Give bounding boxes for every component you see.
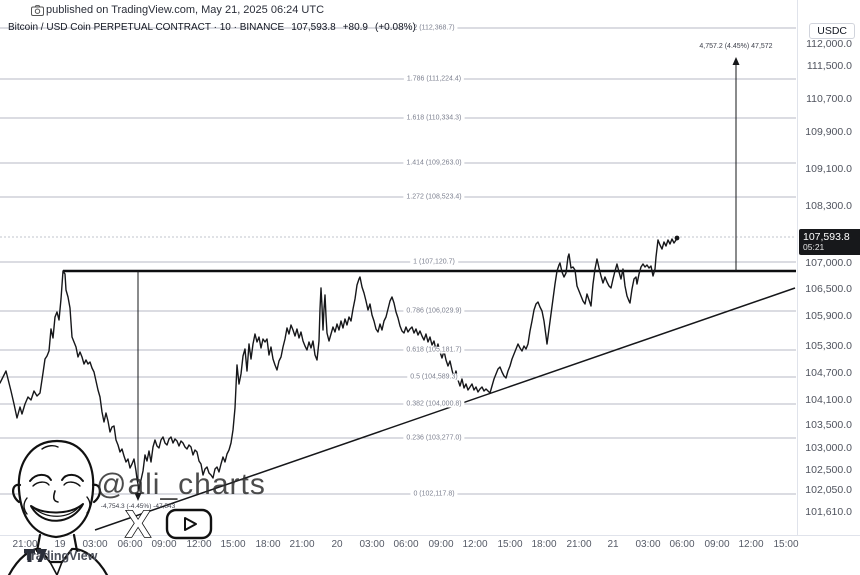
symbol-change: +80.9 xyxy=(342,22,368,33)
measure-down-label: -4,754.3 (-4.45%) -47,543 xyxy=(100,503,176,510)
last-price-value: 107,593.8 xyxy=(803,231,850,243)
measure-down-arrowhead xyxy=(134,493,142,501)
published-line: published on TradingView.com, May 21, 20… xyxy=(46,4,325,16)
watermark-handle: @ali_charts xyxy=(96,468,266,501)
last-price-dot xyxy=(674,235,680,241)
measure-up-label: 4,757.2 (4.45%) 47,572 xyxy=(699,43,773,50)
camera-icon xyxy=(31,5,44,16)
symbol-title-row: Bitcoin / USD Coin PERPETUAL CONTRACT · … xyxy=(8,22,423,33)
symbol-title[interactable]: Bitcoin / USD Coin PERPETUAL CONTRACT · … xyxy=(8,22,285,33)
symbol-change-pct: (+0.08%) xyxy=(375,22,416,33)
last-price-badge: 107,593.8 05:21 xyxy=(799,229,860,255)
bar-countdown: 05:21 xyxy=(803,242,825,253)
time-scale[interactable] xyxy=(0,535,860,575)
tradingview-logo[interactable]: TradingView xyxy=(24,549,97,563)
tradingview-logo-icon xyxy=(24,549,47,562)
youtube-icon xyxy=(165,508,213,540)
x-logo-icon: X xyxy=(125,503,153,547)
currency-toggle[interactable]: USDC xyxy=(809,23,855,39)
face-watermark xyxy=(7,439,109,575)
svg-text:X: X xyxy=(125,504,151,546)
price-line xyxy=(0,237,678,490)
symbol-last-price: 107,593.8 xyxy=(291,22,336,33)
ascending-trendline xyxy=(94,287,796,531)
measure-up-arrowhead xyxy=(732,57,740,65)
price-scale[interactable] xyxy=(797,0,860,535)
